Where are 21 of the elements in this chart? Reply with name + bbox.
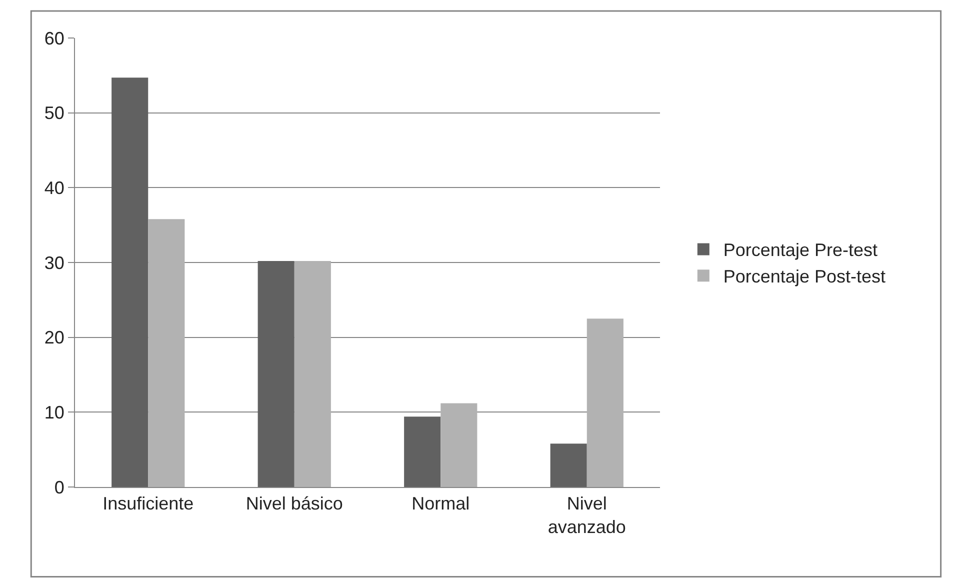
bar [294, 261, 331, 487]
y-tick-label: 40 [44, 178, 64, 198]
bar [148, 219, 185, 487]
bar [550, 444, 587, 487]
legend-label: Porcentaje Post-test [723, 266, 886, 287]
x-tick-label: Normal [412, 494, 470, 514]
x-tick-label: Nivel avanzado [548, 494, 626, 537]
bar [586, 318, 624, 487]
x-tick-label: Nivel básico [246, 494, 343, 514]
y-tick-label: 10 [44, 402, 64, 422]
x-tick-label: Insuficiente [102, 494, 194, 514]
y-tick-label: 30 [44, 252, 64, 273]
bar [440, 403, 478, 487]
bar [258, 261, 294, 487]
legend-label: Porcentaje Pre-test [723, 240, 878, 260]
y-tick-label: 50 [44, 103, 64, 124]
y-tick-label: 20 [44, 328, 64, 348]
bar [112, 78, 148, 487]
y-tick-label: 0 [54, 477, 64, 498]
y-tick-label: 60 [44, 28, 64, 48]
bar [404, 416, 441, 487]
